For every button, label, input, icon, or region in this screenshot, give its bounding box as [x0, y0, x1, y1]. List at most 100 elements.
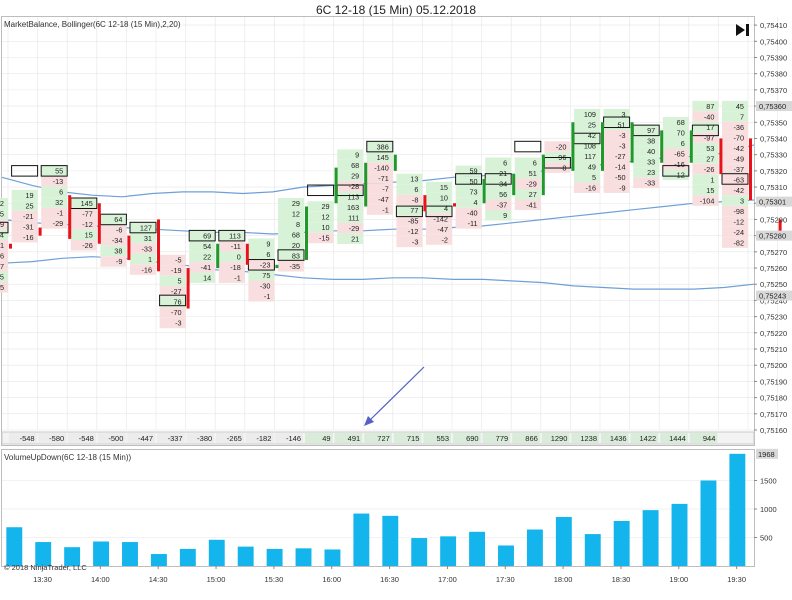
footprint-value: -5	[175, 256, 182, 265]
footprint-value: 68	[351, 161, 359, 170]
footprint-cell	[248, 238, 275, 249]
volume-last-label: 1968	[758, 450, 775, 459]
lower-panel-label: VolumeUpDown(6C 12-18 (15 Min))	[4, 453, 132, 462]
candle-body-up	[630, 122, 634, 163]
footprint-cell	[692, 121, 719, 133]
footprint-value: 0	[237, 252, 241, 261]
candle-body-up	[512, 174, 516, 196]
footprint-value: 4	[474, 198, 478, 207]
footprint-cell	[633, 167, 660, 178]
poc-box	[514, 140, 542, 153]
footprint-cell	[603, 119, 630, 130]
footprint-cell	[366, 183, 393, 194]
volume-panel-frame	[1, 449, 755, 567]
price-tick-label: 0,75400	[760, 37, 787, 46]
footprint-cell	[396, 173, 423, 185]
footprint-value: 4	[444, 204, 448, 213]
upper-panel-label: MarketBalance, Bollinger(6C 12-18 (15 Mi…	[4, 20, 181, 29]
candle-body-up	[541, 154, 545, 196]
delta-value: 49	[322, 434, 330, 443]
footprint-value: -8	[412, 196, 419, 205]
footprint-value: 33	[647, 158, 655, 167]
footprint-cell	[722, 142, 748, 154]
candle-body-down	[9, 243, 12, 249]
footprint-value: -31	[0, 241, 4, 250]
footprint-cell	[633, 146, 660, 157]
delta-cell	[245, 433, 274, 443]
time-tick-label: 17:30	[496, 575, 515, 584]
footprint-value: -98	[733, 207, 744, 216]
footprint-cell	[337, 170, 364, 181]
footprint-cell	[337, 159, 364, 171]
footprint-cell	[514, 178, 541, 190]
footprint-cell	[662, 159, 689, 170]
footprint-cell	[278, 261, 304, 272]
footprint-value: -33	[645, 179, 656, 188]
footprint-cell	[692, 142, 719, 154]
footprint-cell	[278, 219, 304, 230]
time-tick-label: 14:30	[149, 575, 168, 584]
candle-body-down	[423, 195, 427, 212]
footprint-value: -41	[526, 201, 537, 210]
time-tick-label: 15:00	[207, 575, 226, 584]
footprint-value: 13	[410, 175, 418, 184]
delta-cell	[660, 433, 688, 443]
volume-tick-label: 1000	[760, 505, 777, 514]
footprint-value: -27	[615, 152, 626, 161]
footprint-value: -65	[674, 150, 685, 159]
footprint-value: 9	[503, 211, 507, 220]
footprint-value: 117	[584, 152, 596, 161]
footprint-cell	[337, 149, 364, 160]
footprint-value: -12	[408, 227, 419, 236]
candle-body-up	[660, 130, 664, 163]
delta-cell	[97, 433, 126, 443]
poc-box	[395, 205, 423, 218]
footprint-value: -1	[264, 292, 271, 301]
footprint-cell	[455, 176, 482, 187]
footprint-cell	[70, 208, 97, 220]
footprint-cell	[159, 254, 186, 266]
footprint-cell	[307, 201, 334, 212]
footprint-cell	[485, 210, 512, 221]
footprint-value: 15	[440, 183, 448, 192]
volume-last-box	[756, 448, 778, 459]
footprint-value: -16	[141, 265, 152, 274]
footprint-value: -1	[382, 205, 389, 214]
footprint-value: -142	[433, 214, 448, 223]
footprint-cell	[603, 161, 630, 172]
volume-bar	[411, 538, 428, 566]
footprint-value: 145	[81, 199, 93, 208]
footprint-cell	[11, 221, 38, 232]
footprint-value: 22	[0, 199, 4, 208]
time-tick-label: 13:30	[33, 575, 52, 584]
delta-value: -265	[227, 434, 242, 443]
footprint-value: 21	[351, 234, 359, 243]
volume-bar	[526, 529, 543, 566]
footprint-value: 12	[321, 213, 329, 222]
footprint-value: -50	[615, 173, 626, 182]
volume-bar	[584, 534, 601, 566]
play-to-end-icon[interactable]	[736, 24, 749, 36]
footprint-cell	[307, 222, 334, 233]
footprint-cell	[159, 317, 186, 329]
footprint-value: 108	[584, 141, 596, 150]
delta-cell	[9, 433, 37, 443]
footprint-value: 29	[321, 202, 329, 211]
volume-bar	[382, 515, 399, 566]
delta-cell	[334, 433, 363, 443]
volume-bar	[469, 531, 486, 566]
footprint-value: -140	[374, 163, 389, 172]
price-tick-label: 0,75230	[760, 313, 787, 322]
footprint-value: -3	[175, 319, 182, 328]
footprint-value: 6	[503, 159, 507, 168]
footprint-cell	[603, 150, 630, 162]
footprint-value: 111	[348, 213, 359, 222]
footprint-value: 29	[351, 171, 359, 180]
delta-value: -580	[49, 434, 64, 443]
poc-box	[277, 249, 305, 261]
poc-box	[40, 165, 68, 177]
footprint-cell	[722, 216, 748, 227]
footprint-cell	[0, 219, 8, 230]
volume-bar	[179, 548, 196, 566]
footprint-value: -26	[704, 165, 715, 174]
